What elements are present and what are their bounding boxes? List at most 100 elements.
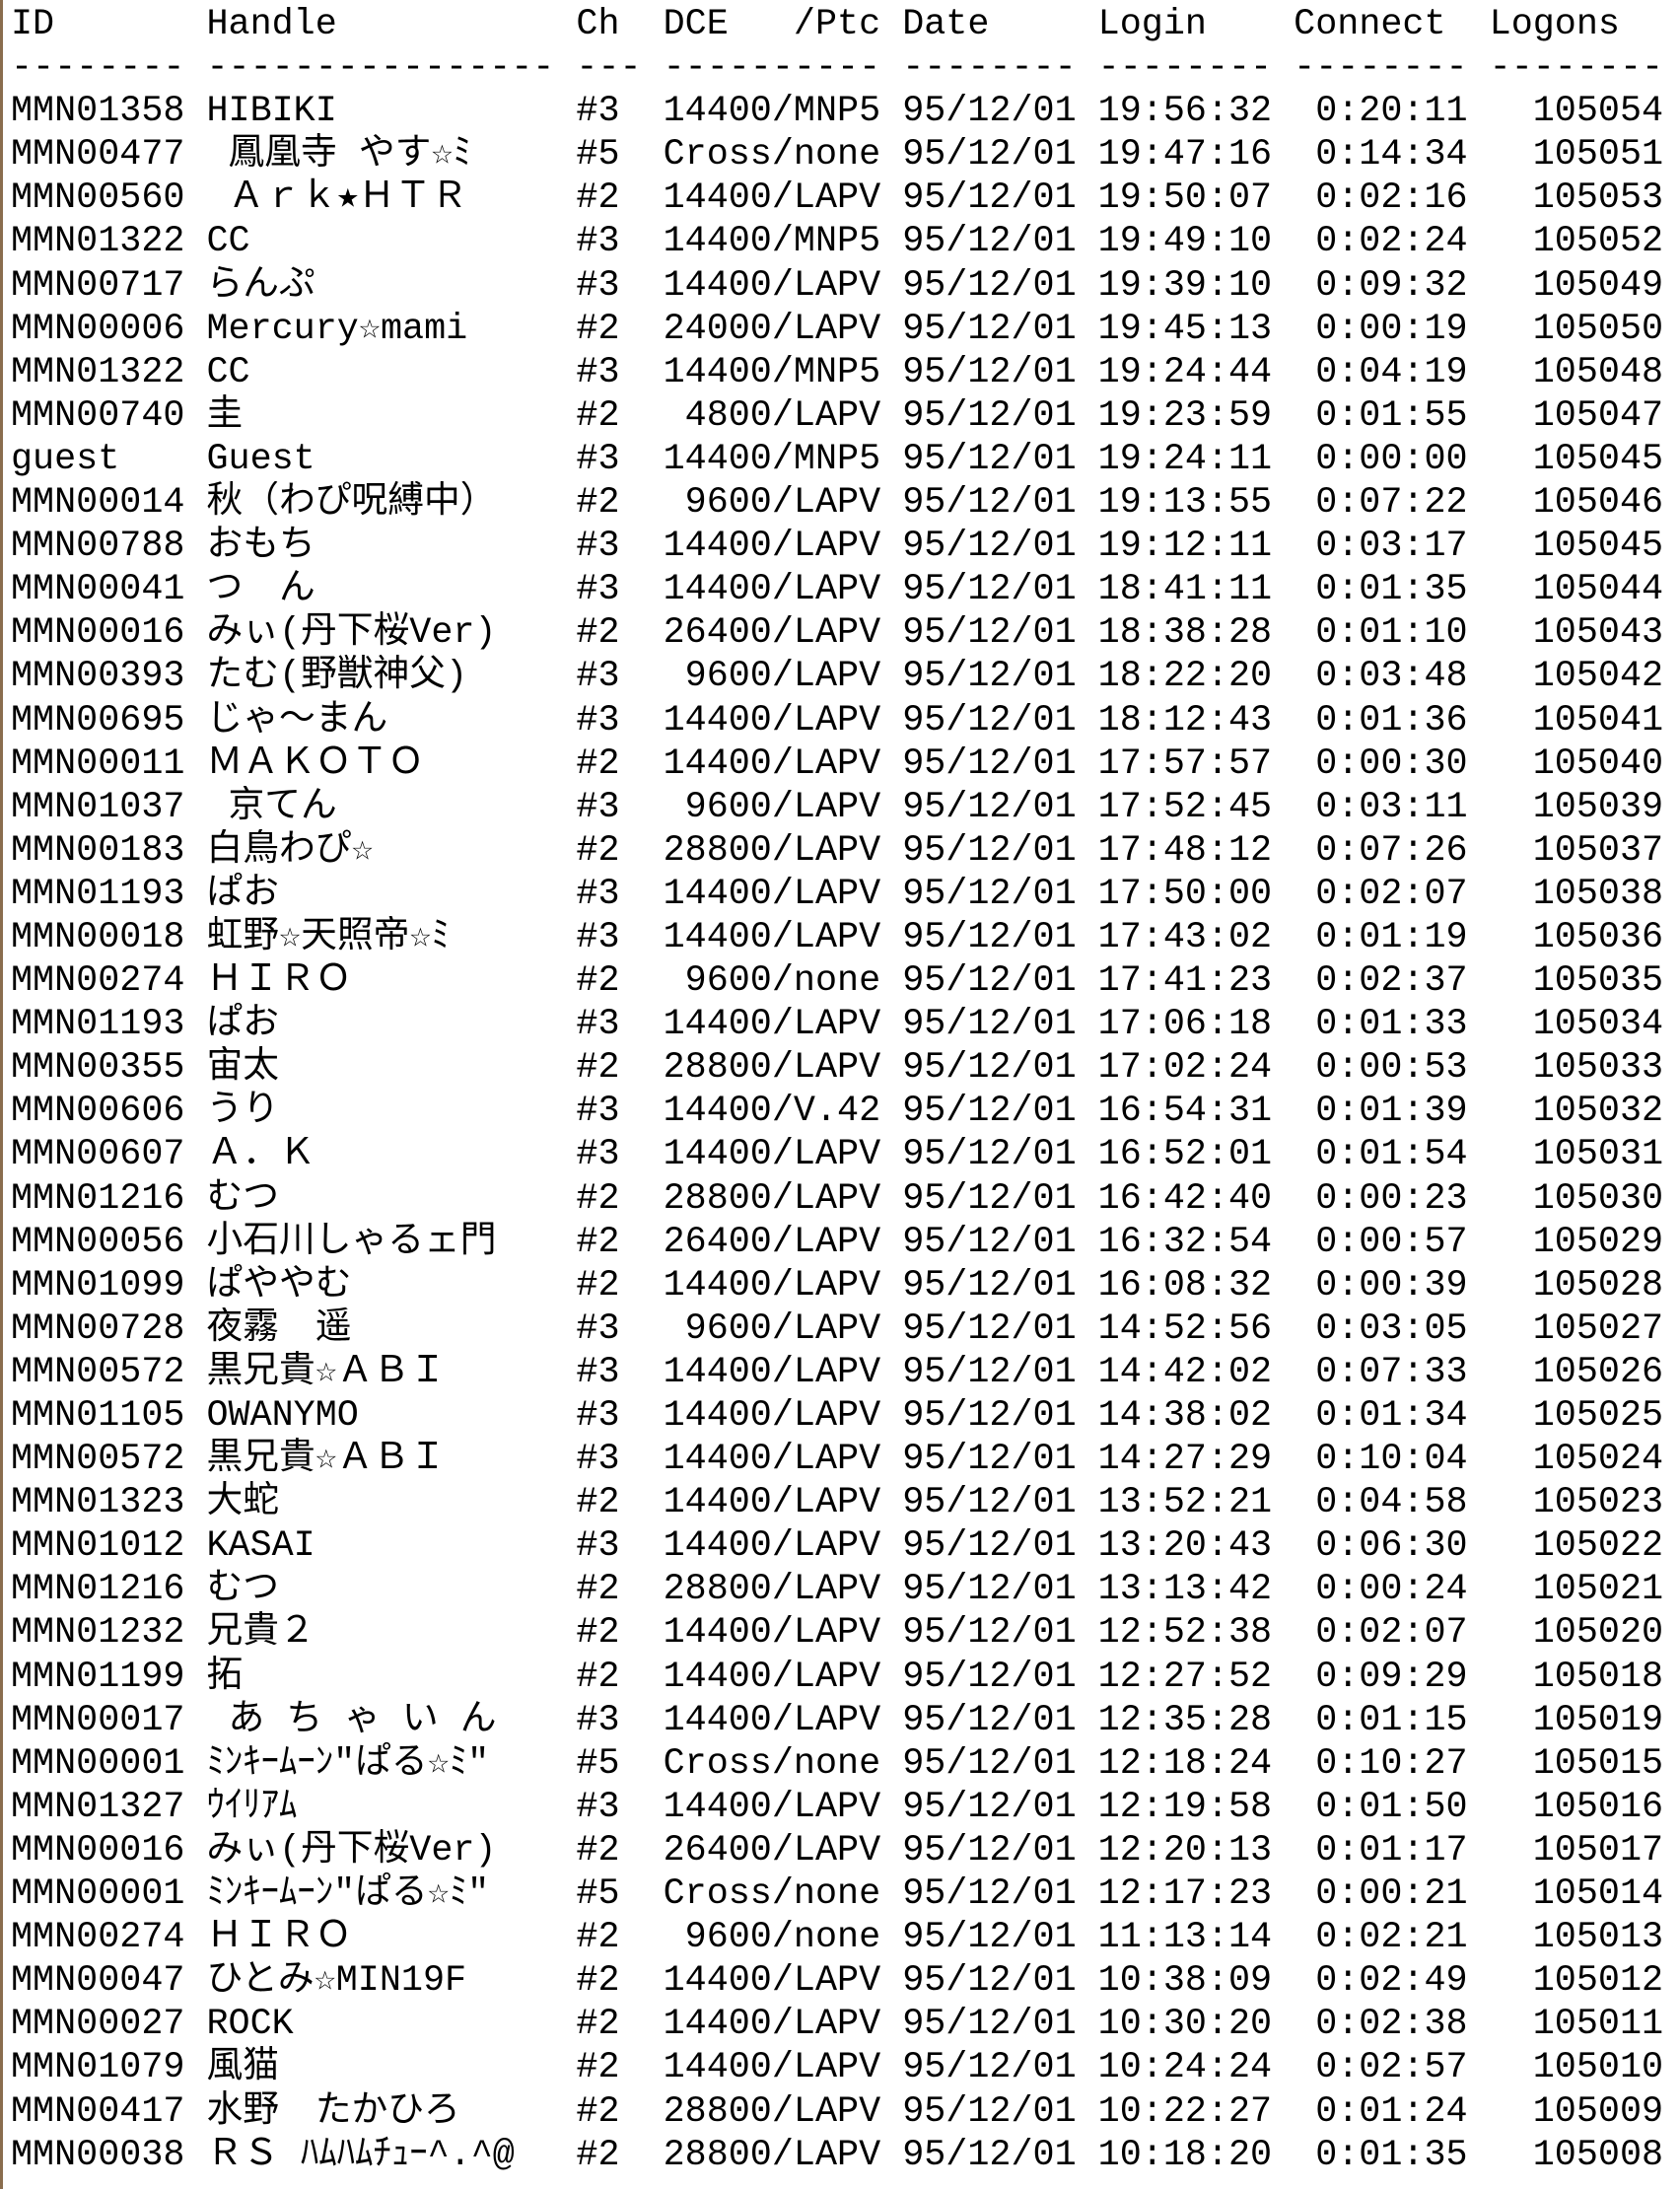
cell-dce: 14400/LAPV xyxy=(663,873,881,915)
cell-dce: 26400/LAPV xyxy=(663,1221,881,1263)
cell-ch: #3 xyxy=(576,1351,620,1393)
cell-id: MMN01322 xyxy=(11,221,185,263)
cell-logons: 105017 xyxy=(1532,1829,1664,1871)
cell-login: 10:24:24 xyxy=(1097,2047,1273,2089)
cell-login: 18:22:20 xyxy=(1097,656,1273,698)
cell-id: MMN00016 xyxy=(11,612,185,655)
cell-ch: #2 xyxy=(576,394,620,437)
cell-handle: おもち xyxy=(206,526,315,568)
cell-id: MMN00056 xyxy=(11,1221,185,1263)
cell-connect: 0:01:35 xyxy=(1315,569,1468,611)
cell-login: 18:41:11 xyxy=(1097,569,1273,611)
cell-id: MMN00355 xyxy=(11,1047,185,1090)
cell-ch: #3 xyxy=(576,1004,620,1046)
cell-login: 19:50:07 xyxy=(1097,177,1273,220)
cell-date: 95/12/01 xyxy=(902,1482,1077,1524)
table-row: MMN01105 OWANYMO #3 14400/LAPV 95/12/01 14:38… xyxy=(11,1394,1680,1438)
cell-id: MMN00560 xyxy=(11,177,185,220)
cell-id: MMN01105 xyxy=(11,1395,185,1437)
cell-id: MMN00477 xyxy=(11,134,185,177)
cell-id: MMN00274 xyxy=(11,960,185,1003)
cell-date: 95/12/01 xyxy=(902,1873,1077,1916)
cell-ch: #2 xyxy=(576,177,620,220)
cell-connect: 0:01:36 xyxy=(1315,699,1468,741)
cell-date: 95/12/01 xyxy=(902,1221,1077,1263)
cell-logons: 105011 xyxy=(1532,2004,1664,2046)
cell-date: 95/12/01 xyxy=(902,134,1077,177)
column-header-dce: DCE /Ptcl xyxy=(663,4,881,45)
cell-date: 95/12/01 xyxy=(902,221,1077,263)
cell-ch: #2 xyxy=(576,2004,620,2046)
cell-id: MMN01216 xyxy=(11,1569,185,1611)
table-row: MMN00572 黒兄貴☆ＡＢＩ #3 14400/LAPV 95/12/01 14:27… xyxy=(11,1438,1680,1481)
cell-handle: 白鳥わぴ☆ xyxy=(206,829,374,872)
cell-login: 19:45:13 xyxy=(1097,308,1273,350)
table-row: MMN00355 宙太 #2 28800/LAPV 95/12/01 17:02:24 0:… xyxy=(11,1046,1680,1090)
cell-dce: 14400/LAPV xyxy=(663,1612,881,1655)
cell-connect: 0:01:39 xyxy=(1315,1091,1468,1133)
cell-connect: 0:01:17 xyxy=(1315,1829,1468,1871)
cell-id: MMN01232 xyxy=(11,1612,185,1655)
cell-dce: 14400/LAPV xyxy=(663,177,881,220)
cell-login: 19:47:16 xyxy=(1097,134,1273,177)
table-row: MMN00560 Ａｒｋ★ＨＴＲ #2 14400/LAPV 95/12/01 19:5… xyxy=(11,177,1680,220)
cell-ch: #2 xyxy=(576,742,620,785)
cell-logons: 105046 xyxy=(1532,482,1664,525)
cell-connect: 0:02:24 xyxy=(1315,221,1468,263)
cell-date: 95/12/01 xyxy=(902,699,1077,741)
cell-date: 95/12/01 xyxy=(902,2047,1077,2089)
separator-logons: -------- xyxy=(1489,47,1664,90)
cell-handle: 夜霧 遥 xyxy=(206,1307,352,1350)
cell-connect: 0:09:32 xyxy=(1315,264,1468,307)
cell-handle: じゃ～まん xyxy=(206,699,388,741)
separator-ch: --- xyxy=(576,47,642,90)
cell-id: MMN00572 xyxy=(11,1351,185,1393)
cell-login: 12:19:58 xyxy=(1097,1786,1273,1828)
table-row: MMN00018 虹野☆天照帝☆ﾐ #3 14400/LAPV 95/12/01 17:4… xyxy=(11,916,1680,959)
cell-ch: #3 xyxy=(576,699,620,741)
cell-ch: #2 xyxy=(576,1960,620,2003)
cell-logons: 105023 xyxy=(1532,1482,1664,1524)
table-row: MMN00027 ROCK #2 14400/LAPV 95/12/01 10:30:20… xyxy=(11,2003,1680,2046)
table-row: MMN01193 ぱお #3 14400/LAPV 95/12/01 17:06:18 0:… xyxy=(11,1003,1680,1046)
cell-id: MMN00417 xyxy=(11,2090,185,2133)
cell-connect: 0:09:29 xyxy=(1315,1656,1468,1698)
table-row: MMN01322 CC #3 14400/MNP5 95/12/01 19:49:10 0:… xyxy=(11,220,1680,263)
cell-dce: 14400/LAPV xyxy=(663,1960,881,2003)
table-row: MMN00038 ＲＳ ﾊﾑﾊﾑﾁｭｰ^.^@ #2 28800/LAPV 95/12/… xyxy=(11,2134,1680,2177)
cell-id: MMN00016 xyxy=(11,1829,185,1871)
table-row: MMN00047 ひとみ☆MIN19F #2 14400/LAPV 95/12/01 10… xyxy=(11,1959,1680,2003)
cell-logons: 105020 xyxy=(1532,1612,1664,1655)
cell-handle: 風猫 xyxy=(206,2047,279,2089)
cell-login: 19:39:10 xyxy=(1097,264,1273,307)
cell-logons: 105045 xyxy=(1532,526,1664,568)
cell-dce: 28800/LAPV xyxy=(663,1569,881,1611)
cell-ch: #5 xyxy=(576,1742,620,1785)
table-row: MMN01193 ぱお #3 14400/LAPV 95/12/01 17:50:00 0:… xyxy=(11,873,1680,916)
cell-date: 95/12/01 xyxy=(902,1699,1077,1741)
table-row: MMN00001 ﾐﾝｷｰﾑｰﾝ"ぱる☆ﾐ" #5 Cross/none 95/12/0… xyxy=(11,1872,1680,1916)
cell-handle: Ａｒｋ★ＨＴＲ xyxy=(206,177,468,220)
cell-handle: 鳳凰寺 やす☆ﾐ xyxy=(206,134,471,177)
cell-dce: Cross/none xyxy=(663,1742,881,1785)
separator-date: -------- xyxy=(902,47,1077,90)
cell-logons: 105021 xyxy=(1532,1569,1664,1611)
cell-handle: CC xyxy=(206,221,250,263)
cell-logons: 105054 xyxy=(1532,91,1664,133)
cell-dce: 28800/LAPV xyxy=(663,1047,881,1090)
cell-login: 12:27:52 xyxy=(1097,1656,1273,1698)
cell-ch: #2 xyxy=(576,1656,620,1698)
table-row: MMN00606 うり #3 14400/V.42 95/12/01 16:54:31 0:… xyxy=(11,1090,1680,1133)
cell-handle: ＨＩＲＯ xyxy=(206,1917,352,1959)
cell-login: 16:52:01 xyxy=(1097,1134,1273,1176)
cell-logons: 105050 xyxy=(1532,308,1664,350)
cell-logons: 105008 xyxy=(1532,2134,1664,2176)
cell-logons: 105031 xyxy=(1532,1134,1664,1176)
table-row: MMN00788 おもち #3 14400/LAPV 95/12/01 19:12:11 0… xyxy=(11,525,1680,568)
cell-id: MMN01322 xyxy=(11,351,185,393)
table-row: MMN00572 黒兄貴☆ＡＢＩ #3 14400/LAPV 95/12/01 14:42… xyxy=(11,1351,1680,1394)
cell-connect: 0:01:33 xyxy=(1315,1004,1468,1046)
cell-ch: #3 xyxy=(576,1134,620,1176)
table-row: MMN01037 京てん #3 9600/LAPV 95/12/01 17:52:45 0… xyxy=(11,786,1680,829)
cell-logons: 105040 xyxy=(1532,742,1664,785)
